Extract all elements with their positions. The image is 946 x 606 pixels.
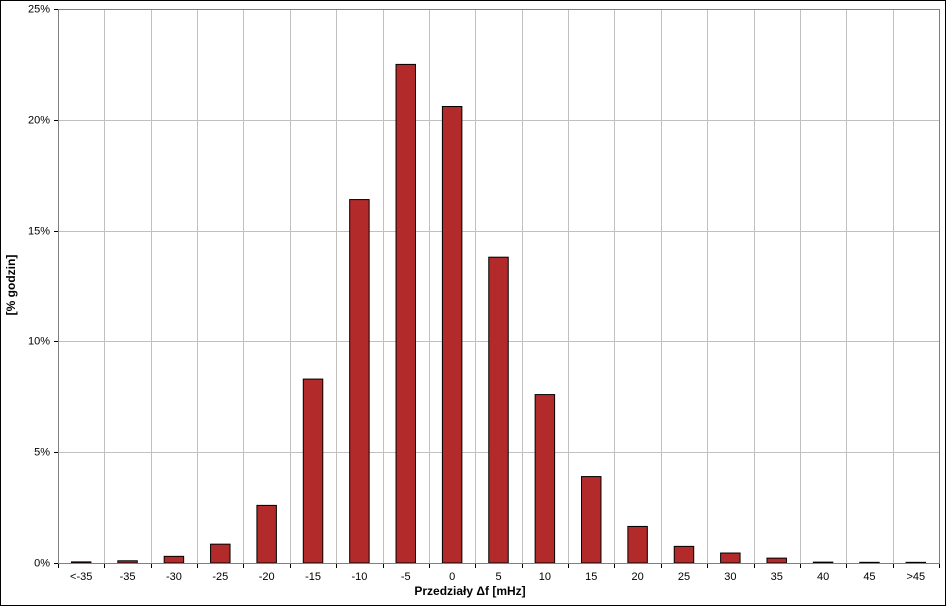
x-tick-label: -30 xyxy=(166,571,182,583)
bar xyxy=(720,552,741,564)
y-axis-title: [% godzin] xyxy=(4,255,18,316)
bar xyxy=(812,561,834,564)
x-tick-label: 30 xyxy=(724,571,736,583)
bar xyxy=(117,560,138,564)
bar xyxy=(70,561,92,564)
x-tick-label: -15 xyxy=(305,571,321,583)
x-tick-label: -25 xyxy=(212,571,228,583)
x-tick-label: 10 xyxy=(539,571,551,583)
y-tick-label: 25% xyxy=(28,3,50,15)
x-tick-label: -10 xyxy=(351,571,367,583)
x-tick-label: 45 xyxy=(863,571,875,583)
bar xyxy=(302,378,324,564)
y-tick-label: 5% xyxy=(34,446,50,458)
x-tick-label: 5 xyxy=(495,571,501,583)
y-tick-label: 20% xyxy=(28,114,50,126)
bar xyxy=(534,394,556,564)
x-tick-label: <-35 xyxy=(70,571,92,583)
x-tick-label: 20 xyxy=(631,571,643,583)
bar xyxy=(210,543,231,564)
bar xyxy=(859,561,880,564)
bar xyxy=(395,63,417,564)
y-tick-label: 15% xyxy=(28,225,50,237)
bar xyxy=(441,106,463,564)
bar xyxy=(905,561,927,564)
y-tick-label: 0% xyxy=(34,557,50,569)
bar xyxy=(256,504,277,564)
x-tick-label: >45 xyxy=(906,571,925,583)
bar xyxy=(488,256,509,564)
x-tick-label: 35 xyxy=(771,571,783,583)
x-tick-label: -35 xyxy=(120,571,136,583)
x-tick-label: -20 xyxy=(259,571,275,583)
x-tick-label: -5 xyxy=(401,571,411,583)
bar xyxy=(673,545,695,564)
bar xyxy=(580,476,602,564)
x-tick-label: 25 xyxy=(678,571,690,583)
plot-border xyxy=(58,9,940,564)
bar xyxy=(627,525,648,564)
x-tick-label: 15 xyxy=(585,571,597,583)
x-tick-label: 0 xyxy=(449,571,455,583)
x-tick-label: 40 xyxy=(817,571,829,583)
bar xyxy=(163,555,185,564)
x-axis-title: Przedziały Δf [mHz] xyxy=(414,584,525,598)
bar xyxy=(766,557,787,564)
bar xyxy=(349,199,370,564)
y-tick-label: 10% xyxy=(28,335,50,347)
